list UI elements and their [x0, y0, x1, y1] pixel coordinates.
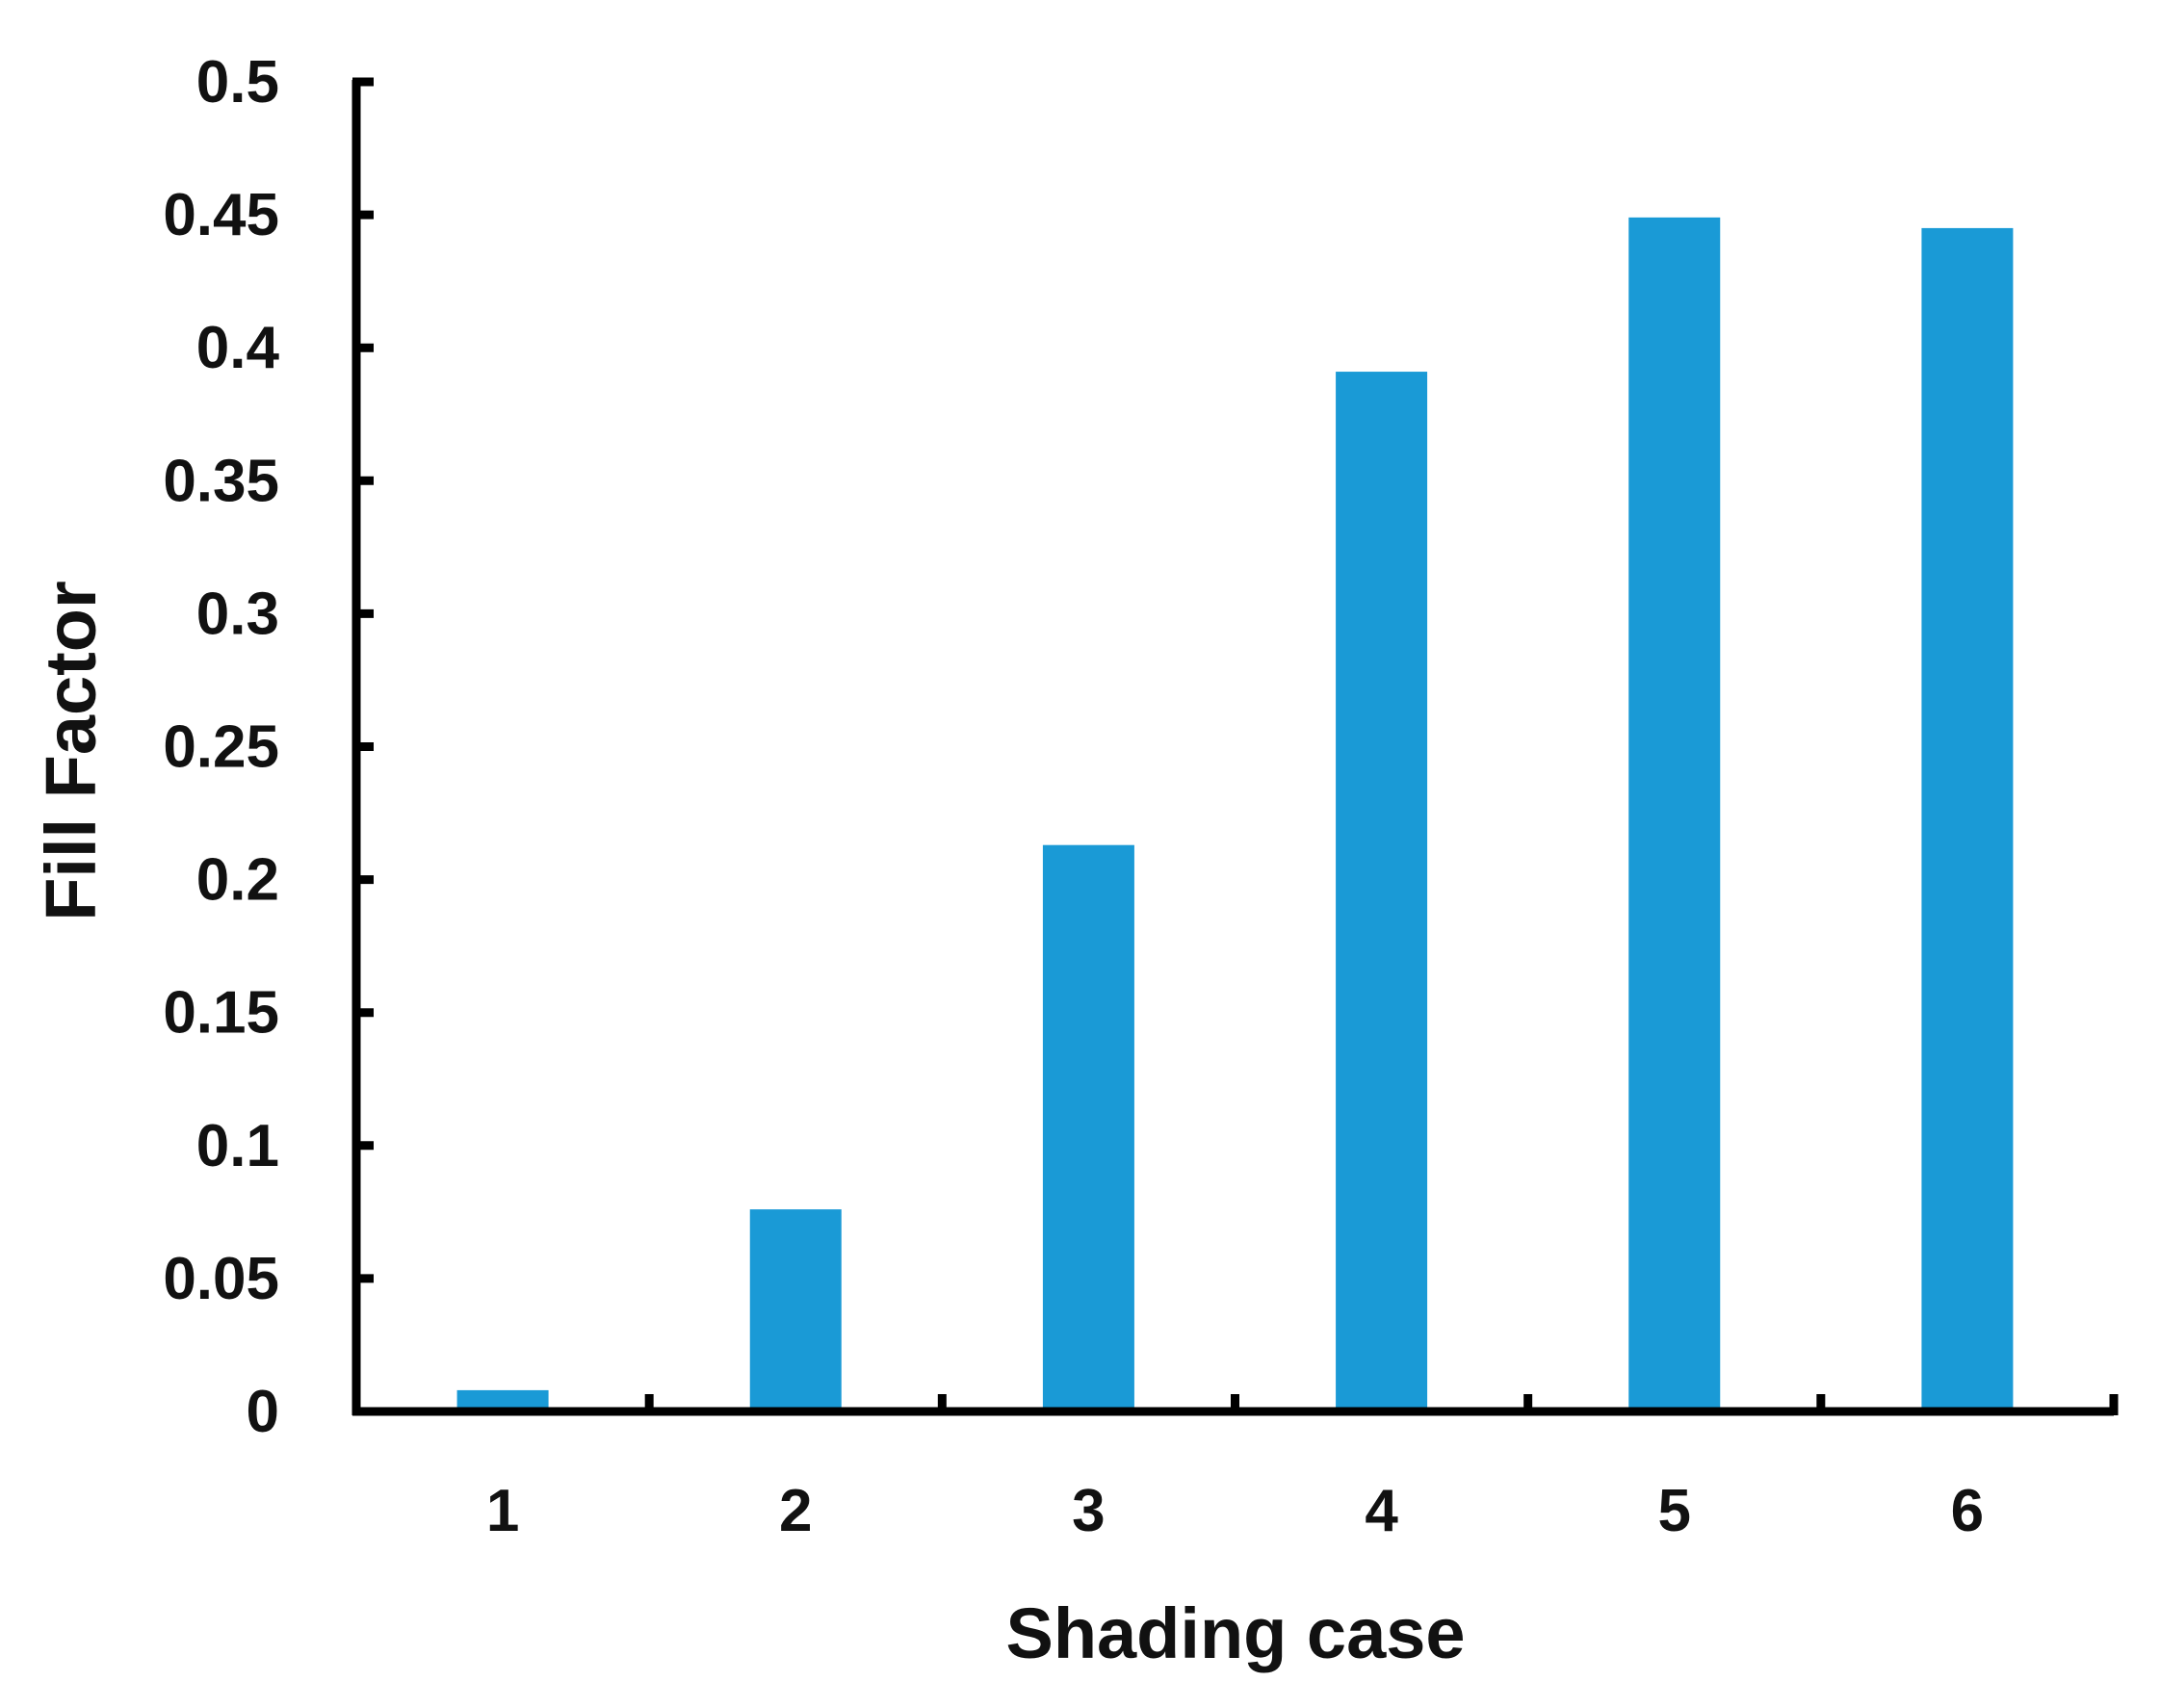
y-tick-label: 0.15 [163, 980, 279, 1047]
y-tick-label: 0.4 [196, 315, 280, 381]
y-tick-label: 0.5 [196, 49, 279, 116]
x-tick-label: 1 [486, 1478, 519, 1544]
y-axis-title: Fill Factor [31, 581, 111, 921]
x-tick-label: 3 [1072, 1478, 1105, 1544]
x-ticks-group: 1 2 3 4 5 6 [486, 1394, 2119, 1544]
bar-3 [1042, 844, 1134, 1411]
bar-4 [1336, 372, 1428, 1412]
y-tick-label: 0.2 [196, 847, 279, 914]
x-axis-title: Shading case [1005, 1593, 1465, 1673]
x-tick-label: 6 [1951, 1478, 1984, 1544]
bar-2 [749, 1209, 842, 1411]
y-tick-label: 0.25 [163, 714, 279, 781]
bar-5 [1628, 217, 1721, 1411]
x-tick-label: 2 [779, 1478, 812, 1544]
x-tick-label: 5 [1658, 1478, 1691, 1544]
y-tick-label: 0.1 [196, 1113, 279, 1179]
y-tick-label: 0.45 [163, 182, 279, 248]
y-tick-label: 0.35 [163, 448, 279, 514]
y-tick-label: 0 [247, 1379, 279, 1445]
bar-1 [456, 1389, 549, 1411]
bars-group [456, 217, 2014, 1412]
x-tick-label: 4 [1365, 1478, 1398, 1544]
axes-group [351, 80, 2114, 1416]
y-tick-label: 0.3 [196, 581, 279, 647]
y-tick-label: 0.05 [163, 1246, 279, 1312]
y-ticks-group: 0 0.05 0.1 0.15 0.2 0.25 0.3 0.35 0.4 0.45 0.5 [163, 49, 374, 1445]
bar-6 [1921, 227, 2014, 1411]
